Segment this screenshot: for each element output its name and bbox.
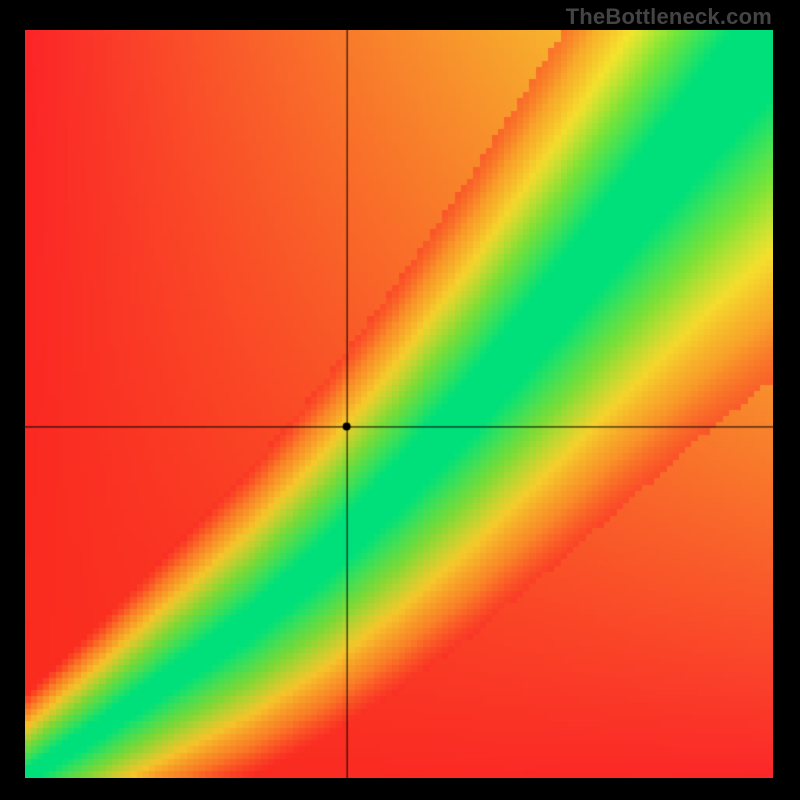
watermark-text: TheBottleneck.com (566, 4, 772, 30)
chart-container: { "watermark": "TheBottleneck.com", "plo… (0, 0, 800, 800)
heatmap-plot (25, 30, 773, 778)
